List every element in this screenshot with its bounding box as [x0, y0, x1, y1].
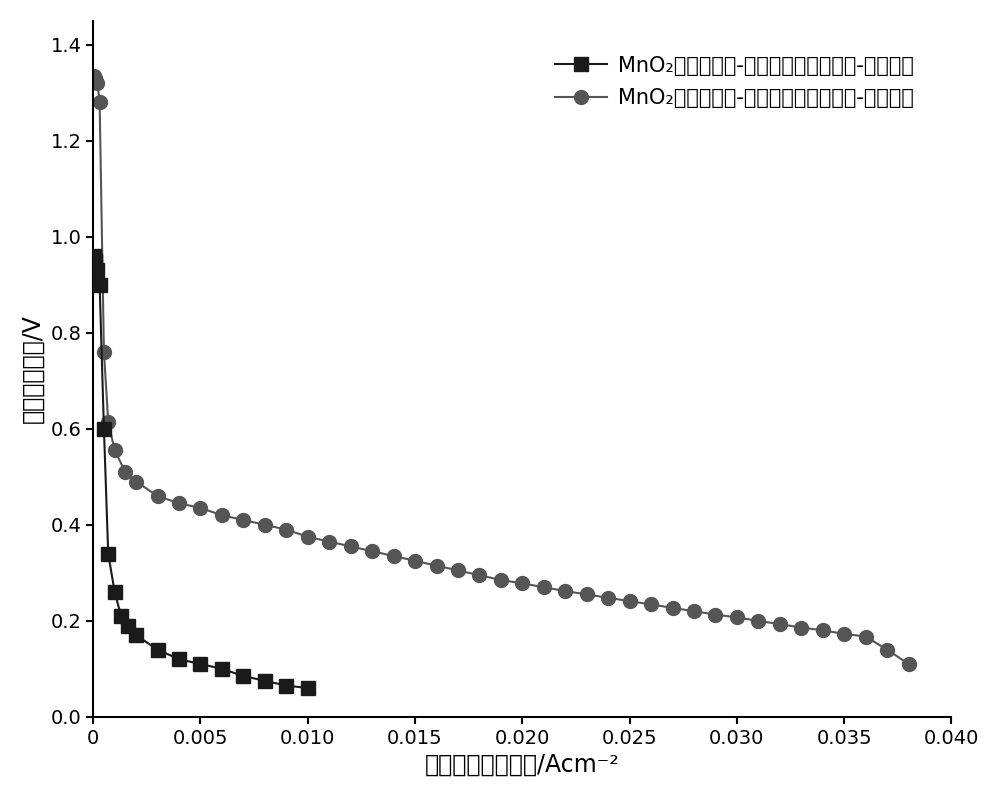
MnO₂催化剂空气-铝电池单体放电电流-电压曲线 [345, 542, 357, 551]
MnO₂催化剂空气-铁电池单体放电电流-电压曲线 [302, 683, 314, 693]
MnO₂催化剂空气-铝电池单体放电电流-电压曲线 [194, 504, 206, 513]
MnO₂催化剂空气-铁电池单体放电电流-电压曲线 [94, 280, 106, 290]
MnO₂催化剂空气-铝电池单体放电电流-电压曲线 [752, 616, 764, 626]
Y-axis label: 电池放电电压/V: 电池放电电压/V [21, 314, 45, 423]
Line: MnO₂催化剂空气-铁电池单体放电电流-电压曲线: MnO₂催化剂空气-铁电池单体放电电流-电压曲线 [87, 249, 315, 695]
X-axis label: 电池放电电流密度/Acm⁻²: 电池放电电流密度/Acm⁻² [425, 753, 620, 777]
MnO₂催化剂空气-铝电池单体放电电流-电压曲线 [452, 566, 464, 575]
MnO₂催化剂空气-铝电池单体放电电流-电压曲线 [559, 587, 571, 596]
Line: MnO₂催化剂空气-铝电池单体放电电流-电压曲线: MnO₂催化剂空气-铝电池单体放电电流-电压曲线 [87, 69, 916, 671]
MnO₂催化剂空气-铁电池单体放电电流-电压曲线 [102, 549, 114, 559]
MnO₂催化剂空气-铝电池单体放电电流-电压曲线 [860, 632, 872, 642]
MnO₂催化剂空气-铝电池单体放电电流-电压曲线 [88, 71, 100, 81]
MnO₂催化剂空气-铁电池单体放电电流-电压曲线 [88, 251, 100, 261]
MnO₂催化剂空气-铝电池单体放电电流-电压曲线 [731, 613, 743, 622]
MnO₂催化剂空气-铁电池单体放电电流-电压曲线 [89, 256, 101, 266]
MnO₂催化剂空气-铝电池单体放电电流-电压曲线 [838, 629, 850, 638]
MnO₂催化剂空气-铁电池单体放电电流-电压曲线 [216, 664, 228, 674]
MnO₂催化剂空气-铁电池单体放电电流-电压曲线 [109, 587, 121, 597]
MnO₂催化剂空气-铝电池单体放电电流-电压曲线 [173, 499, 185, 508]
MnO₂催化剂空气-铝电池单体放电电流-电压曲线 [119, 467, 131, 476]
MnO₂催化剂空气-铝电池单体放电电流-电压曲线 [109, 445, 121, 455]
MnO₂催化剂空气-铝电池单体放电电流-电压曲线 [473, 571, 485, 580]
MnO₂催化剂空气-铝电池单体放电电流-电压曲线 [130, 477, 142, 487]
MnO₂催化剂空气-铝电池单体放电电流-电压曲线 [216, 511, 228, 520]
MnO₂催化剂空气-铝电池单体放电电流-电压曲线 [903, 659, 915, 669]
MnO₂催化剂空气-铝电池单体放电电流-电压曲线 [323, 537, 335, 547]
MnO₂催化剂空气-铝电池单体放电电流-电压曲线 [91, 78, 103, 88]
Legend: MnO₂催化剂空气-铁电池单体放电电流-电压曲线, MnO₂催化剂空气-铝电池单体放电电流-电压曲线: MnO₂催化剂空气-铁电池单体放电电流-电压曲线, MnO₂催化剂空气-铝电池单… [545, 45, 924, 118]
MnO₂催化剂空气-铝电池单体放电电流-电压曲线 [774, 619, 786, 629]
MnO₂催化剂空气-铝电池单体放电电流-电压曲线 [98, 347, 110, 357]
MnO₂催化剂空气-铁电池单体放电电流-电压曲线 [173, 654, 185, 664]
MnO₂催化剂空气-铁电池单体放电电流-电压曲线 [237, 671, 249, 681]
MnO₂催化剂空气-铁电池单体放电电流-电压曲线 [259, 676, 271, 685]
MnO₂催化剂空气-铝电池单体放电电流-电压曲线 [881, 645, 893, 654]
MnO₂催化剂空气-铝电池单体放电电流-电压曲线 [667, 603, 679, 613]
MnO₂催化剂空气-铁电池单体放电电流-电压曲线 [98, 424, 110, 433]
MnO₂催化剂空气-铝电池单体放电电流-电压曲线 [602, 593, 614, 602]
MnO₂催化剂空气-铁电池单体放电电流-电压曲线 [115, 611, 127, 621]
MnO₂催化剂空气-铝电池单体放电电流-电压曲线 [302, 532, 314, 542]
MnO₂催化剂空气-铝电池单体放电电流-电压曲线 [795, 622, 807, 632]
MnO₂催化剂空气-铁电池单体放电电流-电压曲线 [91, 266, 103, 275]
MnO₂催化剂空气-铝电池单体放电电流-电压曲线 [581, 590, 593, 599]
MnO₂催化剂空气-铝电池单体放电电流-电压曲线 [645, 600, 657, 610]
MnO₂催化剂空气-铝电池单体放电电流-电压曲线 [624, 596, 636, 606]
MnO₂催化剂空气-铝电池单体放电电流-电压曲线 [388, 551, 400, 561]
MnO₂催化剂空气-铝电池单体放电电流-电压曲线 [817, 626, 829, 635]
MnO₂催化剂空气-铝电池单体放电电流-电压曲线 [431, 561, 443, 571]
MnO₂催化剂空气-铝电池单体放电电流-电压曲线 [237, 516, 249, 525]
MnO₂催化剂空气-铝电池单体放电电流-电压曲线 [94, 97, 106, 107]
MnO₂催化剂空气-铁电池单体放电电流-电压曲线 [194, 659, 206, 669]
MnO₂催化剂空气-铝电池单体放电电流-电压曲线 [280, 525, 292, 535]
MnO₂催化剂空气-铝电池单体放电电流-电压曲线 [102, 417, 114, 426]
MnO₂催化剂空气-铝电池单体放电电流-电压曲线 [516, 579, 528, 588]
MnO₂催化剂空气-铝电池单体放电电流-电压曲线 [709, 610, 721, 619]
MnO₂催化剂空气-铁电池单体放电电流-电压曲线 [122, 621, 134, 630]
MnO₂催化剂空气-铝电池单体放电电流-电压曲线 [688, 606, 700, 616]
MnO₂催化剂空气-铝电池单体放电电流-电压曲线 [409, 556, 421, 566]
MnO₂催化剂空气-铝电池单体放电电流-电压曲线 [495, 575, 507, 585]
MnO₂催化剂空气-铝电池单体放电电流-电压曲线 [89, 73, 101, 83]
MnO₂催化剂空气-铝电池单体放电电流-电压曲线 [152, 492, 164, 501]
MnO₂催化剂空气-铁电池单体放电电流-电压曲线 [280, 681, 292, 690]
MnO₂催化剂空气-铝电池单体放电电流-电压曲线 [259, 520, 271, 530]
MnO₂催化剂空气-铁电池单体放电电流-电压曲线 [152, 645, 164, 654]
MnO₂催化剂空气-铝电池单体放电电流-电压曲线 [538, 583, 550, 592]
MnO₂催化剂空气-铁电池单体放电电流-电压曲线 [130, 630, 142, 640]
MnO₂催化剂空气-铝电池单体放电电流-电压曲线 [366, 547, 378, 556]
